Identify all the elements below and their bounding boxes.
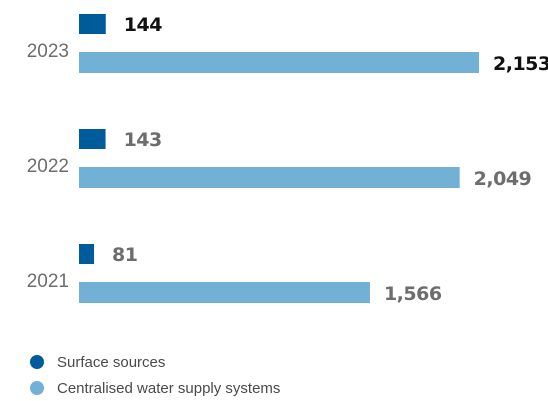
legend: Surface sources Centralised water supply… <box>30 349 280 401</box>
centralised-supply-bar-2023 <box>79 52 479 73</box>
centralised-supply-bar-2021 <box>79 282 370 303</box>
year-label-2022: 2022 <box>27 156 69 177</box>
surface-sources-bar-2022 <box>79 129 106 149</box>
centralised-supply-value-2021: 1,566 <box>384 283 442 305</box>
legend-label-centralised-water-supply: Centralised water supply systems <box>57 379 281 397</box>
legend-swatch-centralised-water-supply <box>30 381 44 395</box>
surface-sources-value-2021: 81 <box>112 244 137 266</box>
surface-sources-bar-2023 <box>79 14 106 34</box>
legend-item-surface-sources: Surface sources <box>30 349 280 375</box>
legend-label-surface-sources: Surface sources <box>57 353 166 371</box>
year-label-2021: 2021 <box>27 271 69 292</box>
surface-sources-value-2022: 143 <box>124 129 162 151</box>
bar-chart: 2023 144 2,153 2022 143 2,049 2021 81 1,566 <box>27 14 548 305</box>
centralised-supply-value-2022: 2,049 <box>474 168 532 190</box>
year-label-2023: 2023 <box>27 41 69 62</box>
centralised-supply-bar-2022 <box>79 167 460 188</box>
surface-sources-bar-2021 <box>79 244 95 264</box>
surface-sources-value-2023: 144 <box>124 14 162 36</box>
legend-swatch-surface-sources <box>30 355 44 369</box>
legend-item-centralised-water-supply: Centralised water supply systems <box>30 375 280 401</box>
centralised-supply-value-2023: 2,153 <box>493 53 548 75</box>
